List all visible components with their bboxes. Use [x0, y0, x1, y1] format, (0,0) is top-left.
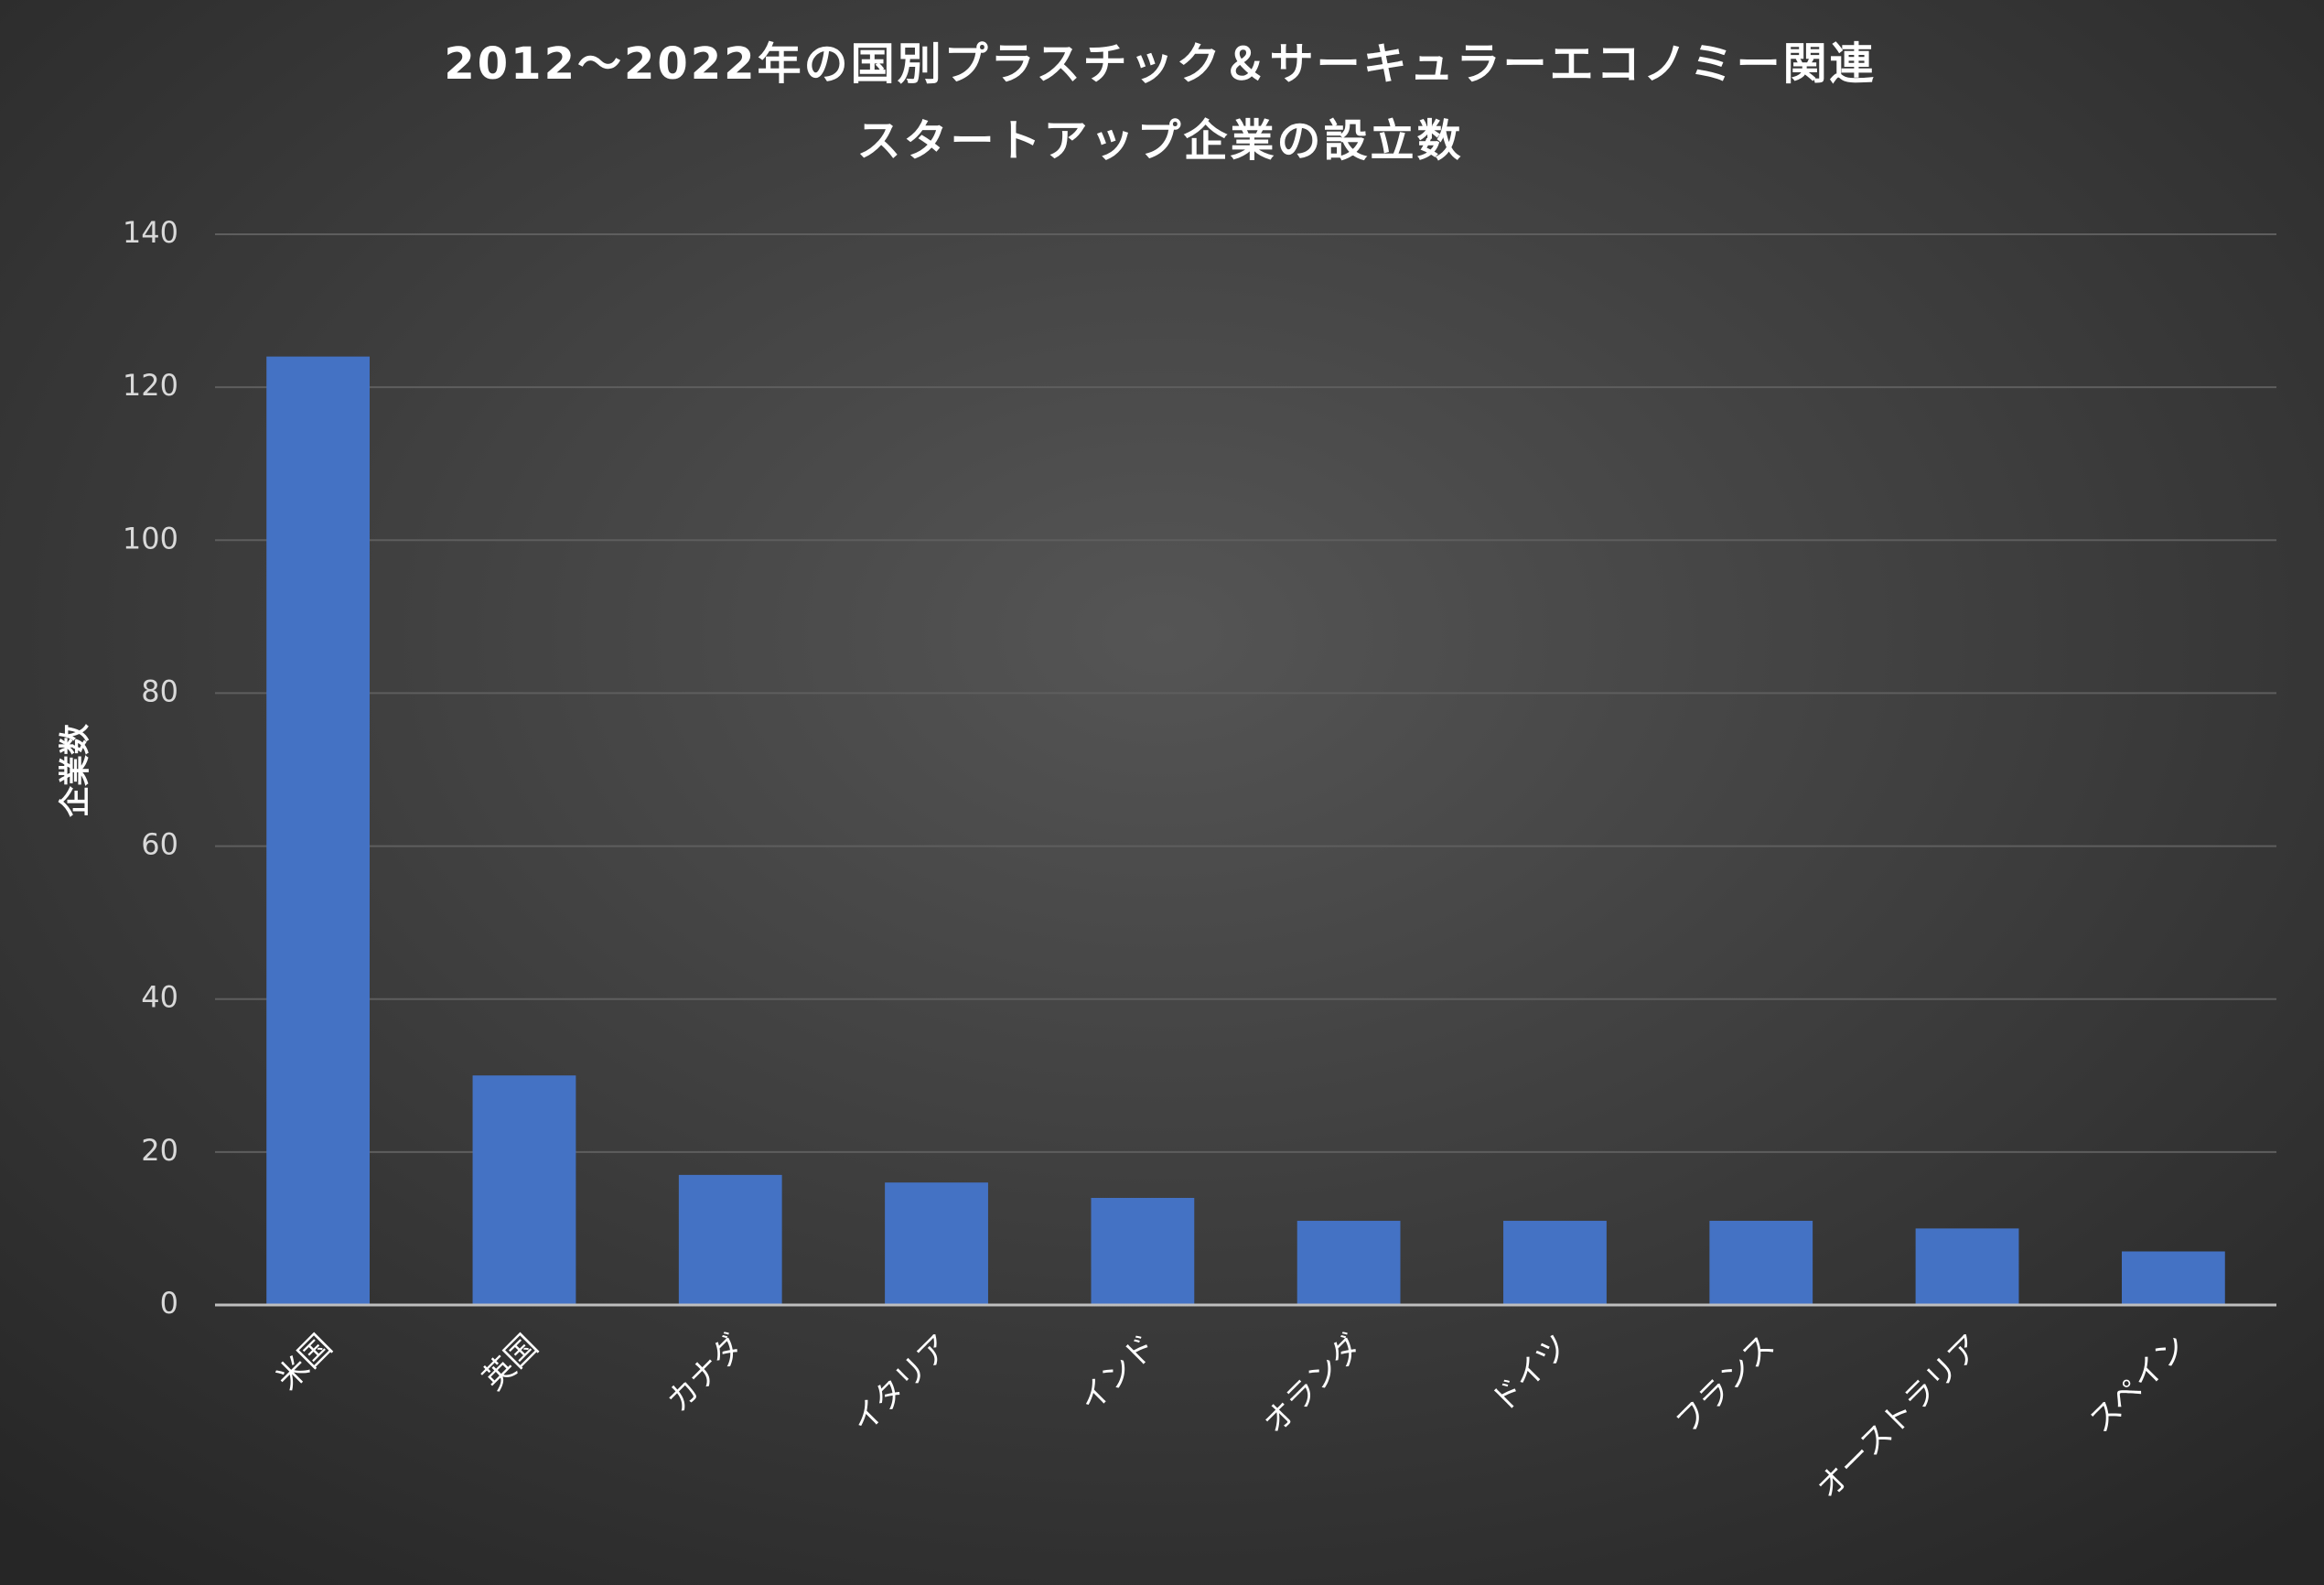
y-tick-label: 0: [160, 1286, 178, 1321]
y-tick-label: 100: [123, 521, 178, 555]
bar-shade: [678, 1174, 782, 1305]
y-tick-label: 80: [141, 674, 178, 708]
bar-shade: [2122, 1251, 2225, 1305]
bar-shade: [1709, 1221, 1813, 1305]
bar-shade: [1915, 1228, 2019, 1305]
chart-title: 2012～2022年の国別プラスチック＆サーキュラーエコノミー関連: [444, 38, 1876, 90]
y-tick-label: 60: [141, 827, 178, 862]
bar-shade: [1296, 1221, 1401, 1305]
chart-title: スタートアップ企業の設立数: [856, 115, 1463, 167]
y-tick-label: 140: [123, 215, 178, 250]
bar-shade: [472, 1075, 576, 1305]
y-tick-label: 20: [141, 1133, 178, 1168]
bar-shade: [1503, 1221, 1607, 1305]
bar-shade: [266, 356, 370, 1305]
y-tick-label: 120: [123, 368, 178, 403]
y-tick-label: 40: [141, 980, 178, 1015]
bar-shade: [1091, 1198, 1195, 1305]
bar-shade: [885, 1182, 988, 1305]
y-axis-label: 企業数: [58, 724, 94, 817]
